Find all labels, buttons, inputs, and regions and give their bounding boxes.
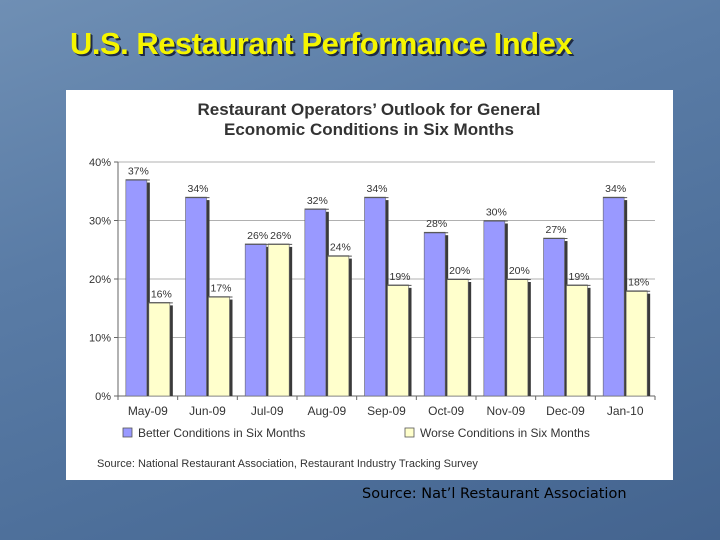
x-tick-label: Aug-09: [307, 404, 346, 418]
data-label: 16%: [151, 288, 172, 300]
bar-worse: [446, 278, 469, 397]
bar-better: [244, 243, 267, 397]
bar-better: [185, 196, 207, 397]
x-tick-label: Jun-09: [189, 404, 226, 418]
bar-shadow: [385, 200, 389, 396]
bar-shadow: [647, 293, 651, 396]
chart-panel: Restaurant Operators’ Outlook for Genera…: [66, 90, 673, 480]
slide-title: U.S. Restaurant Performance Index: [70, 26, 573, 61]
bar-worse: [208, 296, 230, 397]
bar-shadow: [229, 299, 233, 396]
legend-label: Worse Conditions in Six Months: [420, 426, 590, 440]
data-label: 27%: [545, 224, 566, 236]
x-tick-label: Sep-09: [367, 404, 406, 418]
x-tick-label: Dec-09: [546, 404, 585, 418]
data-label: 34%: [605, 183, 626, 195]
data-label: 17%: [210, 283, 231, 295]
data-label: 34%: [187, 183, 208, 195]
bar-better: [602, 196, 625, 397]
chart-source-note: Source: National Restaurant Association,…: [97, 458, 478, 470]
bar-shadow: [289, 246, 293, 396]
bar-better: [125, 179, 148, 397]
bar-worse: [267, 243, 290, 397]
x-tick-label: Nov-09: [486, 404, 525, 418]
bar-better: [483, 220, 506, 397]
data-label: 34%: [366, 183, 387, 195]
data-label: 18%: [628, 277, 649, 289]
bar-shadow: [146, 182, 150, 396]
y-tick-label: 10%: [89, 333, 111, 345]
data-label: 32%: [307, 195, 328, 207]
chart-title-line: Restaurant Operators’ Outlook for Genera…: [198, 100, 541, 119]
bar-shadow: [445, 235, 449, 396]
y-tick-label: 0%: [95, 391, 111, 403]
bar-shadow: [408, 287, 412, 396]
data-label: 20%: [449, 265, 470, 277]
bar-worse: [148, 302, 171, 397]
bar-better: [364, 196, 386, 397]
y-tick-label: 30%: [89, 216, 111, 228]
bar-worse: [387, 284, 409, 397]
legend-swatch-better: [122, 427, 133, 438]
bar-chart: Restaurant Operators’ Outlook for Genera…: [89, 100, 656, 470]
chart-title-line: Economic Conditions in Six Months: [224, 120, 514, 139]
data-label: 28%: [426, 218, 447, 230]
bar-better: [543, 237, 565, 397]
bar-shadow: [468, 282, 472, 396]
bar-shadow: [325, 211, 329, 396]
legend-swatch-worse: [404, 427, 415, 438]
bar-shadow: [624, 200, 628, 396]
bar-worse: [506, 278, 529, 397]
y-tick-label: 20%: [89, 274, 111, 286]
data-label: 26%: [270, 230, 291, 242]
bar-shadow: [587, 287, 591, 396]
data-label: 26%: [247, 230, 268, 242]
bar-better: [423, 231, 446, 397]
bar-shadow: [266, 246, 270, 396]
source-caption: Source: Nat’l Restaurant Association: [362, 486, 627, 502]
bar-shadow: [206, 200, 210, 396]
bar-worse: [566, 284, 588, 397]
bar-better: [304, 208, 327, 397]
data-label: 19%: [568, 271, 589, 283]
data-label: 19%: [389, 271, 410, 283]
bar-worse: [625, 290, 648, 397]
bar-shadow: [348, 258, 352, 396]
x-tick-label: Oct-09: [428, 404, 464, 418]
x-tick-label: Jul-09: [251, 404, 284, 418]
bar-shadow: [169, 305, 173, 396]
data-label: 24%: [330, 242, 351, 254]
data-label: 37%: [128, 166, 149, 178]
legend-label: Better Conditions in Six Months: [138, 426, 305, 440]
x-tick-label: Jan-10: [607, 404, 644, 418]
y-tick-label: 40%: [89, 157, 111, 169]
bar-shadow: [504, 223, 508, 396]
data-label: 20%: [509, 265, 530, 277]
x-tick-label: May-09: [128, 404, 168, 418]
bar-shadow: [527, 282, 531, 396]
bar-worse: [327, 255, 350, 397]
bar-shadow: [564, 241, 568, 396]
data-label: 30%: [486, 207, 507, 219]
